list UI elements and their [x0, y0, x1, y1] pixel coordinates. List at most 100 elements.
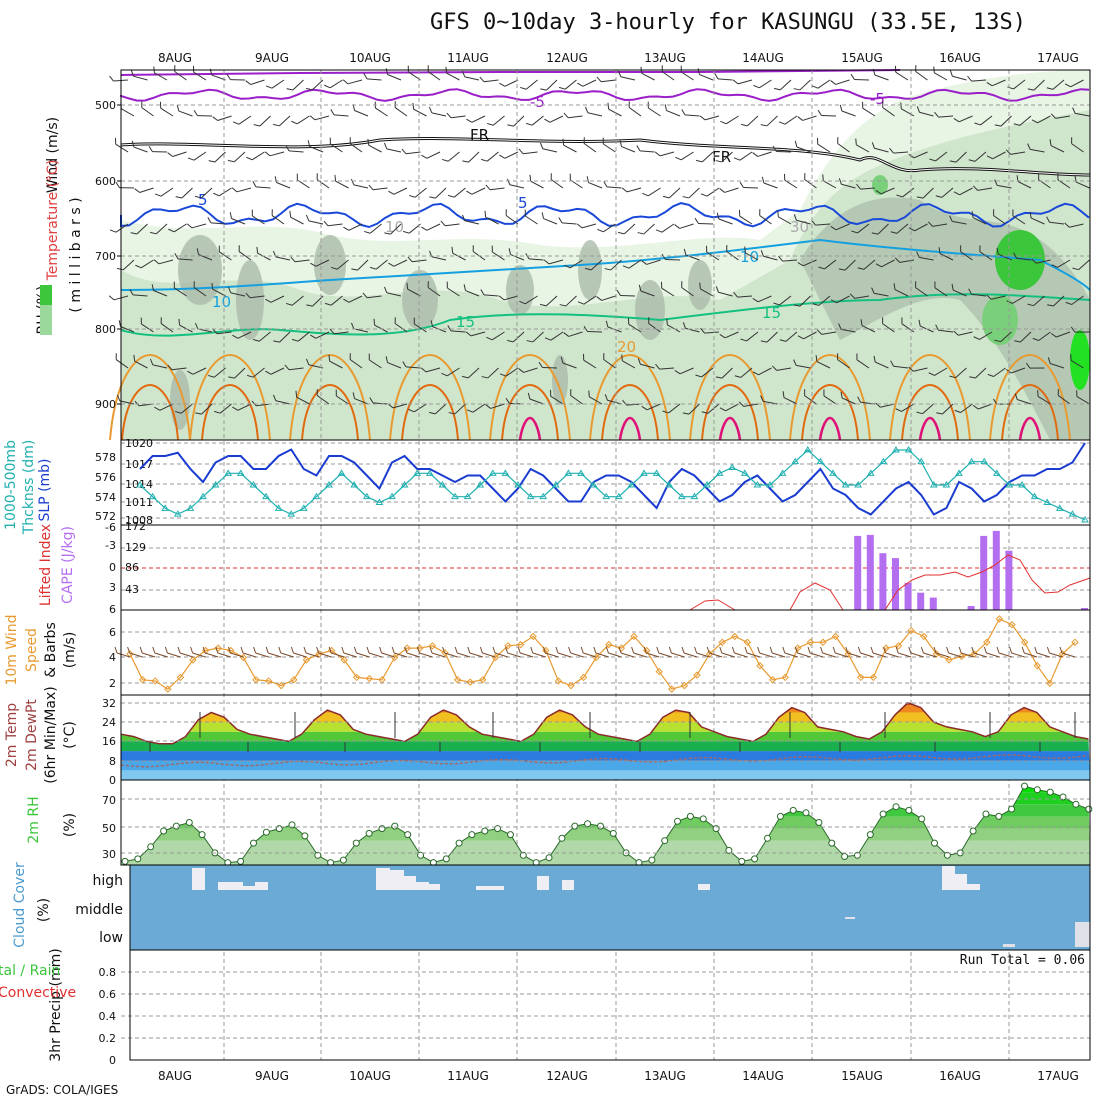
rh-marker: [237, 857, 245, 865]
wind-speed-marker: [756, 662, 764, 670]
wind-barb: [839, 104, 856, 117]
rh-marker: [1033, 786, 1041, 794]
surface-wind-barb: [545, 652, 559, 658]
wind-barb: [896, 187, 915, 198]
wind-barb: [850, 73, 870, 81]
surface-wind-barb: [114, 646, 118, 654]
contour-label-p5a: 5: [198, 191, 208, 209]
wind-barb: [412, 102, 427, 117]
wind-barb: [916, 187, 934, 199]
rh-marker: [481, 827, 489, 835]
wind-barb: [208, 151, 226, 163]
surface-wind-barb: [946, 646, 950, 654]
wind-barb: [441, 367, 460, 377]
cloud-high-bar: [192, 868, 205, 890]
wind-barb: [540, 79, 558, 91]
cloud-high-bar: [376, 868, 390, 890]
wind-barb: [968, 151, 987, 162]
wind-speed-marker: [743, 638, 752, 646]
wind-barb: [994, 179, 1012, 189]
wind-speed-marker: [731, 632, 739, 641]
panel-border-precip: [129, 949, 1091, 1061]
cape-bar: [929, 597, 937, 610]
surface-wind-barb: [961, 652, 975, 658]
wind-barb: [193, 110, 213, 117]
wind-barb: [1037, 390, 1051, 405]
rh-blob: [402, 270, 438, 330]
thickness-marker: [476, 481, 485, 488]
rh-marker: [288, 821, 296, 829]
precip-tick: 0.8: [99, 966, 117, 979]
temp-contour-25: [401, 383, 459, 441]
surface-wind-barb: [391, 646, 395, 654]
wind-barb: [628, 101, 642, 117]
thickness-marker: [854, 481, 863, 488]
wind-barb: [402, 361, 421, 369]
thickness-marker: [161, 504, 170, 511]
rh-marker: [1072, 800, 1080, 808]
wind-barb: [1027, 143, 1045, 153]
rh-bands: [121, 786, 1090, 865]
wind-barb: [175, 187, 193, 199]
slp-tick: 1011: [125, 496, 153, 509]
temp-contour-15: [120, 293, 1091, 337]
thickness-marker: [904, 446, 913, 453]
rh-marker: [879, 810, 887, 818]
wind-barb: [1013, 115, 1032, 126]
cloud-level-middle: middle: [75, 902, 123, 918]
surface-wind-barb: [507, 652, 521, 658]
surface-wind-barb: [835, 652, 849, 658]
wind-barb: [818, 259, 837, 270]
wind-barb: [499, 151, 519, 159]
wind-speed-marker: [441, 649, 449, 657]
wind-barb: [253, 115, 271, 127]
surface-wind-barb: [192, 652, 206, 658]
surface-wind-barb: [631, 646, 635, 654]
cape-bar: [980, 535, 988, 610]
wind-barb: [928, 367, 948, 376]
wind-speed-marker: [894, 642, 903, 650]
surface-wind-barb: [845, 646, 849, 654]
wind-barb: [583, 137, 597, 153]
rh-marker: [352, 839, 360, 847]
wind-barb: [499, 367, 519, 377]
temp-bands: [121, 702, 1090, 780]
wind-barb: [256, 246, 271, 261]
wind-speed-marker: [857, 673, 865, 682]
surface-wind-barb: [255, 652, 269, 658]
wind-barb: [855, 138, 870, 153]
wind-barb: [273, 394, 291, 405]
wind-barb: [349, 353, 363, 369]
precip-tick: 0.6: [99, 988, 117, 1001]
wind-barb: [680, 65, 694, 81]
thickness-marker: [451, 492, 459, 500]
rh-marker: [738, 857, 746, 865]
wind-speed-marker: [806, 638, 815, 646]
thickness-marker: [866, 469, 875, 476]
rh2m-panel: 70 50 30: [102, 782, 1093, 867]
temp-band: [121, 705, 1090, 713]
wind-speed-marker: [252, 676, 260, 684]
wind-barb: [637, 358, 655, 369]
wind-barb: [851, 223, 870, 234]
wind-barb: [694, 217, 714, 225]
wind-barb: [1029, 211, 1045, 225]
wind-barb: [637, 223, 655, 235]
wind-barb: [812, 295, 831, 306]
thickness-marker: [1068, 510, 1077, 517]
wind-speed-marker: [277, 681, 285, 690]
wind-barb: [739, 209, 753, 225]
wind-barb: [420, 367, 441, 373]
wind-barb: [330, 109, 349, 117]
date-label-top: 16AUG: [939, 51, 981, 65]
rh-blob: [635, 280, 665, 340]
surface-wind-barb: [280, 652, 294, 658]
wind-barb: [719, 331, 739, 339]
wind-barb: [160, 317, 174, 333]
surface-wind-barb: [442, 646, 446, 654]
wind-barb: [447, 325, 466, 333]
wind-barb: [383, 142, 402, 153]
wind-barb: [929, 151, 948, 162]
surface-wind-barb: [227, 646, 231, 654]
surface-wind-barb: [265, 646, 269, 654]
